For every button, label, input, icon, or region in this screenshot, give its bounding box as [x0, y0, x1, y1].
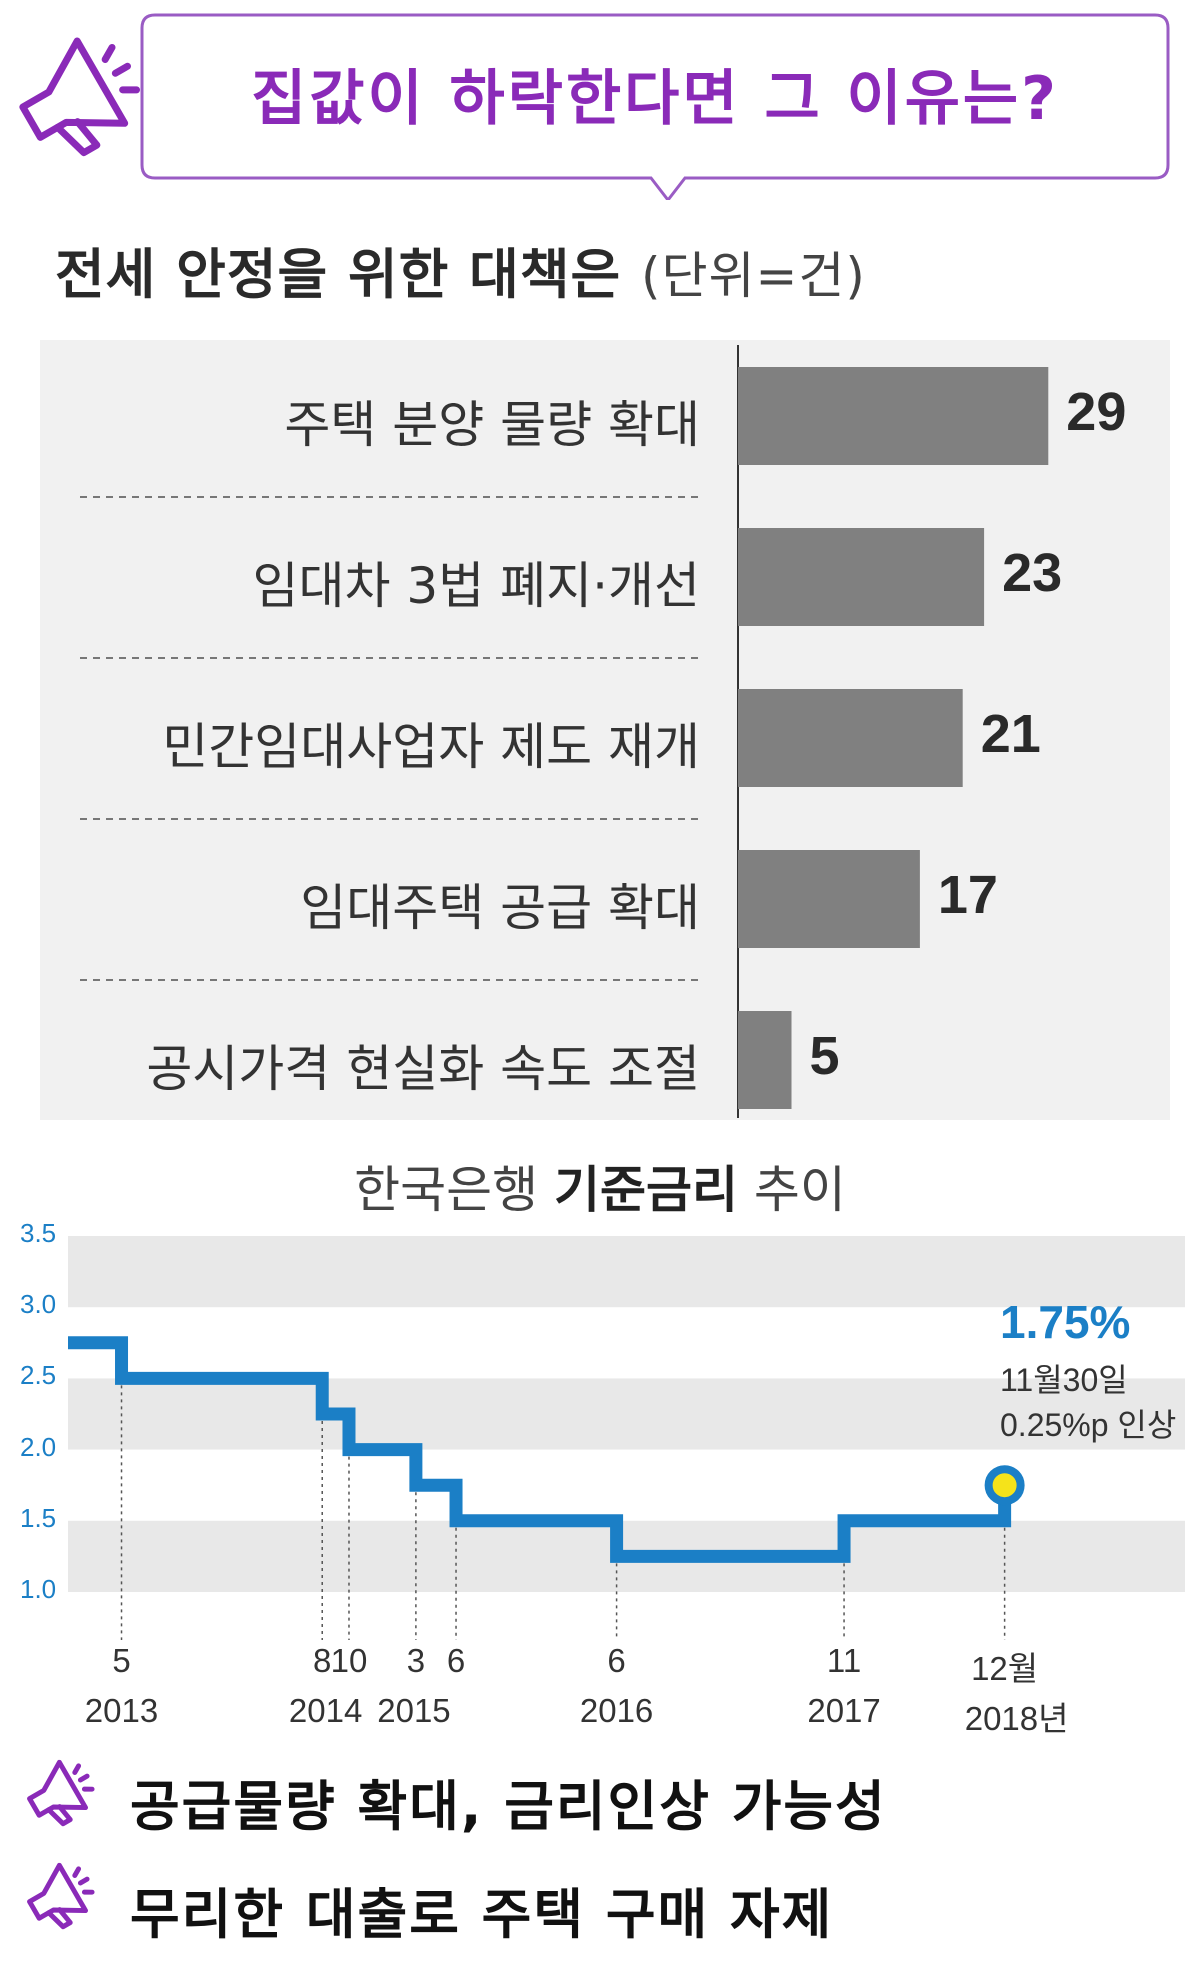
bar-value-label: 5 — [809, 1026, 840, 1086]
header-graphics — [19, 13, 1170, 200]
question-bubble: 집값이 하락한다면 그 이유는? — [251, 63, 1059, 134]
bar-value-label: 23 — [1002, 543, 1063, 603]
bar-category-label: 임대주택 공급 확대 — [300, 879, 700, 937]
rate-chart-title: 한국은행 기준금리 추이 — [0, 1150, 1200, 1222]
bar-value-label: 17 — [937, 865, 998, 925]
bar — [738, 528, 985, 626]
x-year-label: 2015 — [377, 1692, 451, 1729]
y-tick-label: 1.5 — [20, 1502, 57, 1533]
bar — [738, 367, 1049, 465]
bar-chart-title: 전세 안정을 위한 대책은 (단위=건) — [55, 230, 866, 309]
rate-title-bold: 기준금리 — [554, 1161, 738, 1219]
x-month-label: 5 — [112, 1642, 131, 1679]
x-month-label: 6 — [607, 1642, 626, 1679]
y-tick-label: 3.5 — [20, 1218, 57, 1248]
bar — [738, 850, 920, 948]
bullet-icons — [27, 1759, 95, 1930]
bar-category-label: 주택 분양 물량 확대 — [284, 396, 700, 454]
rate-title-prefix: 한국은행 — [354, 1161, 554, 1219]
bar-value-label: 21 — [980, 704, 1041, 764]
bar-category-label: 공시가격 현실화 속도 조절 — [146, 1040, 700, 1098]
bar — [738, 1011, 792, 1109]
megaphone-icon — [27, 1862, 95, 1930]
annotation-note: 0.25%p 인상 — [1000, 1407, 1177, 1443]
y-tick-label: 3.0 — [20, 1289, 57, 1320]
rate-step-line — [68, 1336, 1012, 1563]
x-month-label: 3 — [406, 1642, 426, 1679]
bullet-item-2: 무리한 대출로 주택 구매 자제 — [130, 1883, 834, 1946]
x-month-label: 11 — [826, 1642, 862, 1679]
x-month-label: 12월 — [971, 1650, 1039, 1687]
bar-value-label: 29 — [1066, 382, 1127, 442]
rate-chart — [68, 1236, 1185, 1640]
bullet-item-1: 공급물량 확대, 금리인상 가능성 — [130, 1775, 887, 1838]
grid-band — [68, 1236, 1185, 1308]
x-year-label: 2014 — [288, 1692, 363, 1729]
latest-rate-marker — [984, 1465, 1025, 1506]
y-tick-label: 2.0 — [20, 1431, 57, 1462]
annotation-value: 1.75% — [1000, 1296, 1131, 1348]
megaphone-icon — [19, 37, 141, 157]
bar — [738, 689, 963, 787]
x-month-label: 10 — [330, 1642, 368, 1679]
megaphone-icon — [27, 1759, 95, 1827]
x-year-label: 2013 — [84, 1692, 159, 1729]
bar-category-label: 임대차 3법 폐지·개선 — [252, 557, 701, 615]
bar-chart-unit: (단위=건) — [641, 247, 866, 305]
bar-chart — [40, 340, 1170, 1120]
bar-chart-background — [40, 340, 1170, 1120]
x-month-label: 8 — [313, 1642, 332, 1679]
x-month-label: 6 — [446, 1642, 466, 1679]
grid-band — [68, 1378, 1185, 1450]
rate-title-suffix: 추이 — [738, 1161, 846, 1219]
bar-category-label: 민간임대사업자 제도 재개 — [162, 718, 700, 776]
x-year-label: 2016 — [579, 1692, 654, 1729]
annotation-date: 11월30일 — [1000, 1362, 1128, 1398]
y-tick-label: 1.0 — [20, 1574, 57, 1604]
y-tick-label: 2.5 — [20, 1360, 57, 1391]
x-year-label: 2017 — [807, 1692, 881, 1729]
x-year-label: 2018년 — [964, 1700, 1069, 1737]
bar-chart-title-text: 전세 안정을 위한 대책은 — [55, 243, 622, 306]
